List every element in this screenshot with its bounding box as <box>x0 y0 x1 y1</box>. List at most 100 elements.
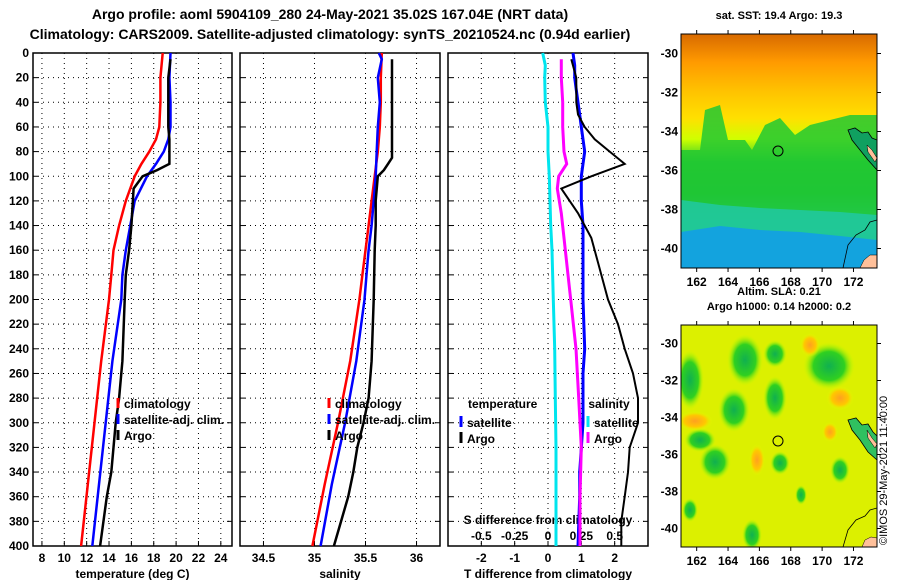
series-line-argo <box>332 59 394 547</box>
x-tick-label: 35 <box>308 551 322 565</box>
series-line-climatology <box>311 52 384 547</box>
map-x-tick-label: 170 <box>812 554 832 568</box>
imos-credit: ©IMOS 29-May-2021 11:40:00 <box>878 395 890 545</box>
secondary-tick-label: -0.25 <box>501 529 529 543</box>
sst-map-texture <box>681 105 877 268</box>
legend-heading: temperature <box>468 397 538 411</box>
legend-label: satellite <box>467 416 512 430</box>
series-line-salinity-satellite <box>541 52 558 546</box>
map-x-tick-label: 166 <box>749 275 769 289</box>
salinity-profile: 34.5 35 35.5 36 salinity climatology satellite… <box>239 52 441 580</box>
y-tick-label: 320 <box>9 440 29 454</box>
y-tick-label: 340 <box>9 465 29 479</box>
legend-label: climatology <box>124 397 191 411</box>
x-tick-label: 36 <box>410 551 424 565</box>
difference-profile: -2 -1 0 1 2 T difference from climatology S di… <box>447 52 649 580</box>
map-y-tick-label: -34 <box>661 411 679 425</box>
map-y-tick-label: -32 <box>661 374 679 388</box>
map-y-tick-label: -36 <box>661 448 679 462</box>
series-line-salinity-argo <box>555 59 583 546</box>
y-tick-label: 120 <box>9 194 29 208</box>
map-x-tick-label: 164 <box>718 275 738 289</box>
y-tick-label: 280 <box>9 391 29 405</box>
x-axis-label: temperature (deg C) <box>75 567 189 580</box>
map-y-tick-label: -36 <box>661 164 679 178</box>
y-tick-label: 240 <box>9 342 29 356</box>
map-y-tick-label: -34 <box>661 125 679 139</box>
coastline-north <box>847 127 877 171</box>
map-x-tick-label: 168 <box>781 275 801 289</box>
sla-land-south <box>861 536 877 547</box>
map-x-tick-label: 162 <box>687 554 707 568</box>
sla-coastline-south <box>842 507 877 547</box>
argo-location-marker-sla <box>772 435 784 447</box>
x-tick-label: 12 <box>80 551 94 565</box>
sla-map-texture <box>681 333 877 547</box>
x-tick-label: 10 <box>58 551 72 565</box>
page-subtitle: Climatology: CARS2009. Satellite-adjuste… <box>29 26 631 42</box>
y-tick-label: 100 <box>9 169 29 183</box>
map-x-tick-label: 172 <box>843 554 863 568</box>
y-tick-label: 380 <box>9 514 29 528</box>
map-y-tick-label: -38 <box>661 485 679 499</box>
legend-label: satellite-adj. clim. <box>124 413 224 427</box>
temperature-profile: 8 10 12 14 16 18 20 22 24 temperature (deg C) 0 20 4… <box>9 46 233 580</box>
legend-label: satellite <box>594 416 639 430</box>
legend-label: climatology <box>335 397 402 411</box>
series-line-climatology <box>79 52 164 547</box>
y-tick-label: 200 <box>9 293 29 307</box>
x-tick-label: -2 <box>476 551 487 565</box>
legend-heading: salinity <box>588 397 630 411</box>
y-tick-label: 60 <box>16 120 30 134</box>
secondary-axis-label: S difference from climatology <box>464 513 633 527</box>
map-x-tick-label: 164 <box>718 554 738 568</box>
map-y-tick-label: -32 <box>661 86 679 100</box>
land-north <box>866 144 877 163</box>
sst-blue-band <box>681 226 877 268</box>
map-x-tick-label: 172 <box>843 275 863 289</box>
x-tick-label: 2 <box>611 551 618 565</box>
x-tick-label: 34.5 <box>252 551 276 565</box>
x-tick-label: 18 <box>147 551 161 565</box>
sst-map-frame <box>680 33 878 269</box>
sst-map: 162 164 166 168 170 172 -30 -32 -34 -36 -38 -40 <box>661 30 881 289</box>
series-line-satellite-adj-clim- <box>319 52 384 547</box>
map-x-tick-label: 166 <box>749 554 769 568</box>
x-tick-label: 24 <box>214 551 228 565</box>
sst-map-title: sat. SST: 19.4 Argo: 19.3 <box>715 10 843 22</box>
map-x-tick-label: 168 <box>781 554 801 568</box>
legend-label: Argo <box>124 429 152 443</box>
y-tick-label: 300 <box>9 416 29 430</box>
sla-coastline-north <box>847 417 877 461</box>
y-tick-label: 180 <box>9 268 29 282</box>
x-tick-label: -1 <box>509 551 520 565</box>
y-tick-label: 80 <box>16 145 30 159</box>
x-tick-label: 20 <box>169 551 183 565</box>
coastline-south <box>842 219 877 268</box>
x-tick-label: 0 <box>545 551 552 565</box>
x-axis-label: salinity <box>319 567 361 580</box>
y-tick-label: 140 <box>9 219 29 233</box>
map-y-tick-label: -40 <box>661 242 679 256</box>
plot-frame <box>32 52 233 547</box>
x-tick-label: 16 <box>125 551 139 565</box>
sla-map-title: Altim. SLA: 0.21 <box>737 286 821 298</box>
map-y-tick-label: -30 <box>661 47 679 61</box>
x-tick-label: 14 <box>102 551 116 565</box>
secondary-tick-label: -0.5 <box>471 529 492 543</box>
map-x-tick-label: 162 <box>687 275 707 289</box>
sla-map-subtitle: Argo h1000: 0.14 h2000: 0.2 <box>706 301 852 313</box>
y-tick-label: 360 <box>9 490 29 504</box>
map-y-tick-label: -38 <box>661 203 679 217</box>
legend-label: Argo <box>335 429 363 443</box>
series-line-argo <box>98 59 172 547</box>
y-tick-label: 260 <box>9 366 29 380</box>
land-south <box>859 254 877 268</box>
y-tick-label: 160 <box>9 243 29 257</box>
x-tick-label: 22 <box>192 551 206 565</box>
y-tick-label: 400 <box>9 539 29 553</box>
series-line-temperature-argo <box>559 58 639 546</box>
map-y-tick-label: -30 <box>661 337 679 351</box>
series-line-satellite-adj-clim- <box>91 52 172 547</box>
